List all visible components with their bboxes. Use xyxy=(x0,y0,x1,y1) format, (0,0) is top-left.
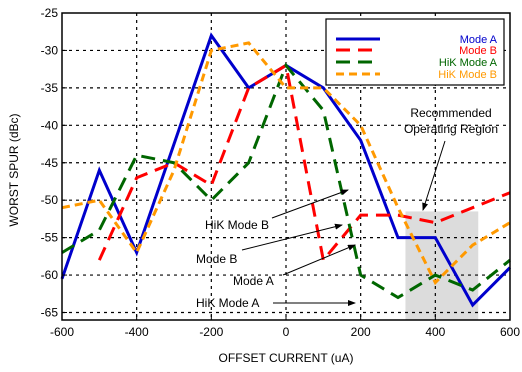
legend-label-hik-mode-b: HiK Mode B xyxy=(438,69,497,81)
x-tick-label: 0 xyxy=(283,325,290,339)
series xyxy=(60,32,512,308)
recommended-operating-region-shade xyxy=(405,211,479,320)
legend-label-hik-mode-a: HiK Mode A xyxy=(439,57,498,69)
series-line-mode-a xyxy=(60,32,512,308)
y-tick-label: -45 xyxy=(41,156,59,170)
x-tick-label: 200 xyxy=(351,325,371,339)
y-axis-title: WORST SPUR (dBc) xyxy=(7,113,21,226)
annotation-recommended-line1: Recommended xyxy=(410,106,491,120)
annotation-mode-a: Mode A xyxy=(233,274,274,288)
shaded-region xyxy=(405,211,479,320)
y-tick-label: -50 xyxy=(41,193,59,207)
y-tick-label: -60 xyxy=(41,268,59,282)
legend-label-mode-a: Mode A xyxy=(460,34,498,46)
x-tick-label: -400 xyxy=(125,325,149,339)
axis-ticks: -600 -400 -200 0 200 400 600 -25 -30 -35 -40 -45 -50… xyxy=(41,6,521,339)
x-tick-label: -600 xyxy=(50,325,74,339)
x-tick-label: 400 xyxy=(425,325,445,339)
x-tick-label: 600 xyxy=(500,325,520,339)
annotation-hik-mode-a: HiK Mode A xyxy=(196,296,259,310)
y-tick-label: -65 xyxy=(41,306,59,320)
annotation-recommended-line2: Operating Region xyxy=(404,122,498,136)
legend: Mode A Mode B HiK Mode A HiK Mode B xyxy=(325,18,505,86)
legend-label-mode-b: Mode B xyxy=(459,45,497,57)
annotation-mode-a-arrow xyxy=(282,244,356,276)
annotation-recommended-arrow xyxy=(422,140,446,211)
y-tick-label: -55 xyxy=(41,231,59,245)
annotations: Recommended Operating Region HiK Mode B … xyxy=(196,106,498,310)
x-tick-label: -200 xyxy=(199,325,223,339)
y-tick-label: -35 xyxy=(41,81,59,95)
series-line-mode-b xyxy=(97,63,511,264)
annotation-mode-b-arrow xyxy=(241,223,343,251)
y-tick-label: -25 xyxy=(41,6,59,20)
series-line-hik-mode-a xyxy=(61,62,511,300)
annotation-mode-b: Mode B xyxy=(196,252,237,266)
annotation-hik-mode-b-arrow xyxy=(271,189,349,219)
y-tick-label: -40 xyxy=(41,118,59,132)
x-axis-title: OFFSET CURRENT (uA) xyxy=(219,351,354,365)
annotation-hik-mode-b: HiK Mode B xyxy=(205,218,269,232)
series-line-hik-mode-b xyxy=(61,41,511,286)
y-tick-label: -30 xyxy=(41,43,59,57)
